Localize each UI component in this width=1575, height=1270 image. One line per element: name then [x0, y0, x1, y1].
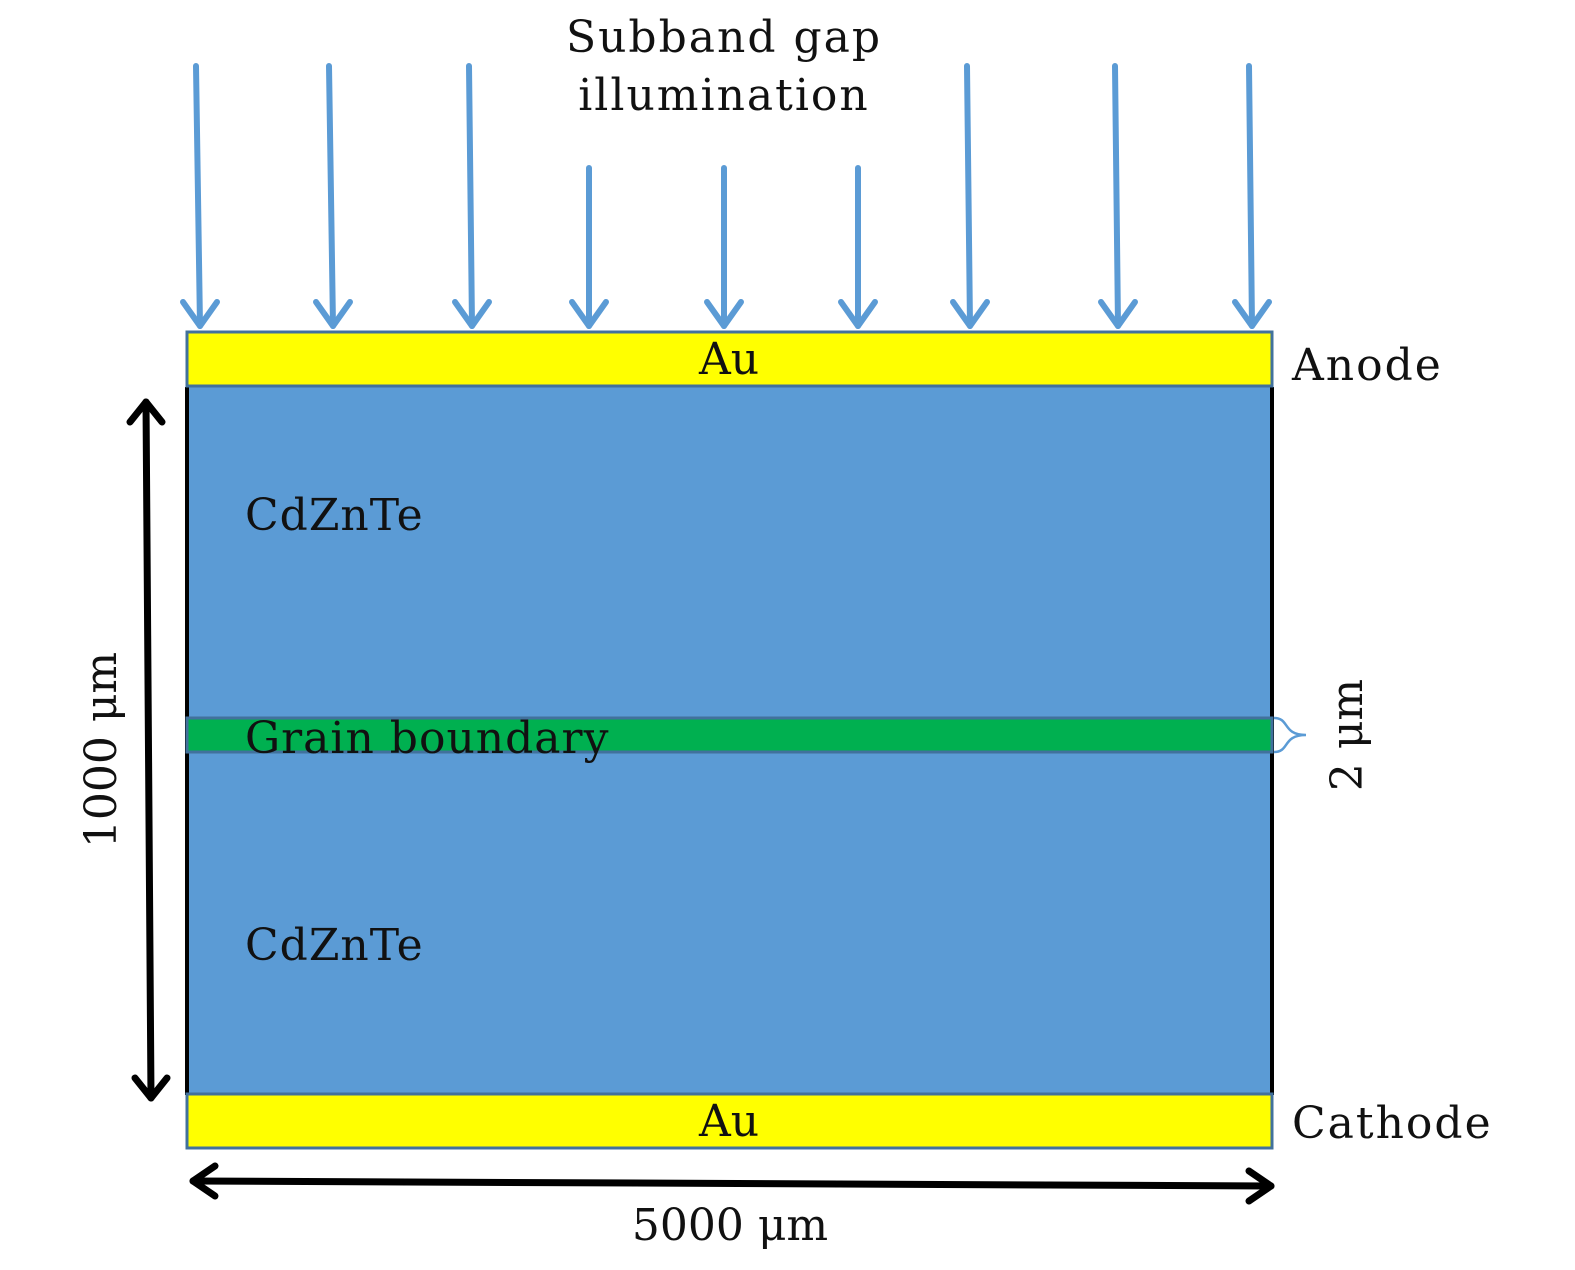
boundary-thickness-label: 2 μm	[1322, 679, 1373, 791]
width-dimension-arrow	[189, 1162, 1275, 1205]
thickness-label: 1000 μm	[76, 652, 127, 848]
grain-boundary-label: Grain boundary	[245, 713, 609, 764]
bottom-electrode-label: Au	[698, 1096, 759, 1147]
cathode-label: Cathode	[1292, 1098, 1493, 1149]
upper-cdznte-label: CdZnTe	[245, 490, 424, 541]
thickness-dimension-arrow	[126, 398, 171, 1102]
illumination-arrow	[313, 63, 353, 329]
illumination-arrows	[180, 63, 1272, 329]
illumination-arrow	[838, 165, 878, 329]
lower-cdznte-label: CdZnTe	[245, 920, 424, 971]
width-label: 5000 μm	[632, 1200, 828, 1251]
illumination-arrow	[1232, 63, 1272, 329]
illumination-arrow	[569, 165, 609, 329]
top-au-electrode	[185, 330, 1274, 388]
illumination-arrow	[704, 165, 744, 329]
top-electrode-label: Au	[698, 334, 759, 385]
grain-boundary-layer	[185, 716, 1274, 754]
bottom-au-electrode	[185, 1092, 1274, 1150]
illumination-arrow	[1098, 63, 1138, 329]
illumination-arrow	[180, 63, 220, 329]
illumination-arrow	[452, 63, 492, 329]
illumination-title-line2: illumination	[578, 70, 870, 121]
boundary-brace	[1273, 716, 1307, 754]
illumination-title-line1: Subband gap	[566, 12, 882, 63]
anode-label: Anode	[1291, 340, 1443, 391]
illumination-arrow	[950, 63, 990, 329]
